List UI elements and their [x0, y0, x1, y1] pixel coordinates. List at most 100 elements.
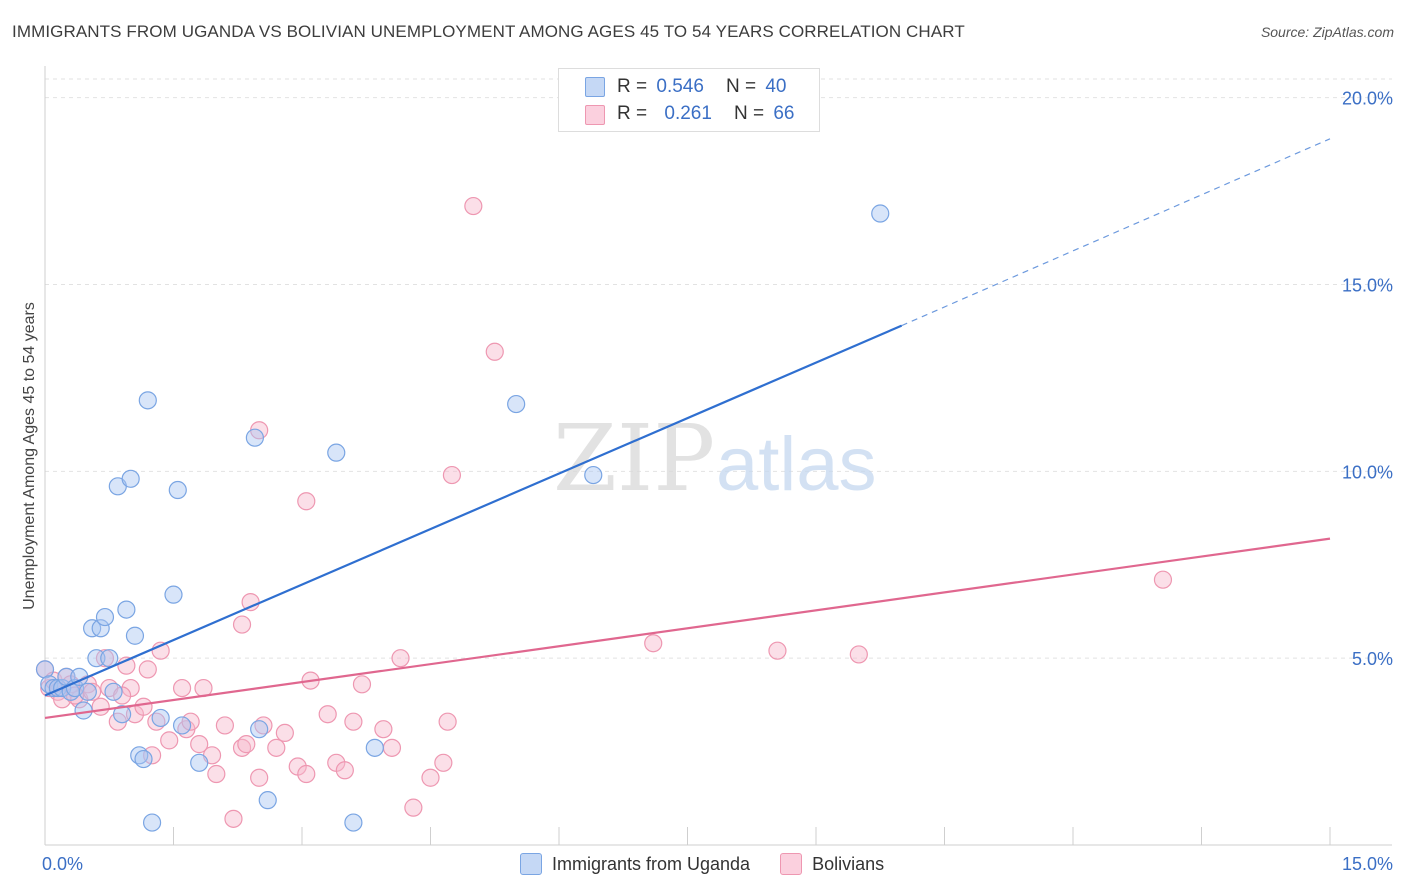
y-tick-label: 5.0%: [1352, 649, 1393, 669]
uganda-point: [871, 204, 890, 223]
bolivians-point: [190, 735, 209, 754]
legend-swatch-uganda: [585, 77, 605, 97]
uganda-point: [507, 394, 526, 414]
axes: [44, 66, 1392, 846]
bolivians-point: [91, 697, 110, 716]
bolivians-point: [250, 768, 269, 787]
bolivians-point: [237, 735, 256, 754]
bolivians-point: [172, 678, 192, 698]
uganda-point: [245, 428, 264, 447]
legend-bolivians-n: 66: [773, 103, 795, 124]
legend-r-label: R =: [617, 76, 648, 97]
bolivians-point: [297, 492, 316, 511]
uganda-point: [125, 626, 145, 645]
bolivians-point: [83, 682, 102, 701]
uganda-point: [121, 469, 140, 488]
trend-lines: [44, 138, 1331, 720]
stats-legend: R = 0.546 N = 40 R = 0.261 N = 66: [558, 68, 820, 132]
bolivians-point: [352, 675, 372, 694]
gridlines: [45, 78, 1392, 659]
bolivians-point: [215, 716, 234, 735]
bolivians-trend-line: [44, 537, 1331, 720]
legend-n-label: N =: [725, 76, 757, 97]
uganda-point: [35, 660, 55, 679]
uganda-point: [138, 391, 157, 410]
series-legend: Immigrants from Uganda Bolivians: [520, 852, 884, 876]
uganda-point: [142, 813, 162, 832]
legend-n-label: N =: [733, 103, 765, 124]
legend-uganda-n: 40: [765, 76, 787, 97]
bolivians-point: [297, 764, 316, 784]
bolivians-point: [442, 465, 462, 485]
x-tick-label: 0.0%: [42, 854, 83, 874]
bolivians-points: [35, 196, 1173, 828]
legend-uganda-r: 0.546: [656, 76, 704, 97]
bolivians-point: [434, 753, 453, 772]
uganda-point: [91, 619, 110, 638]
chart-title: IMMIGRANTS FROM UGANDA VS BOLIVIAN UNEMP…: [12, 22, 965, 41]
bolivians-point: [344, 712, 363, 731]
bolivians-point: [374, 720, 393, 739]
uganda-point: [584, 465, 603, 485]
bolivians-point: [644, 634, 663, 653]
bolivians-point: [464, 196, 483, 216]
bolivians-point: [335, 761, 354, 780]
bolivians-point: [1153, 570, 1173, 589]
x-tick-label: 15.0%: [1342, 854, 1393, 874]
uganda-point: [172, 716, 192, 735]
uganda-point: [327, 443, 346, 462]
uganda-point: [95, 607, 115, 627]
uganda-point: [112, 705, 132, 724]
uganda-point: [344, 813, 363, 832]
bolivians-point: [438, 712, 457, 731]
bolivians-point: [849, 645, 868, 664]
uganda-point: [365, 738, 384, 757]
uganda-point: [87, 649, 106, 668]
uganda-trend-line: [44, 324, 903, 697]
uganda-trend-extension: [901, 138, 1331, 327]
bolivians-point: [241, 593, 260, 612]
bolivians-point: [404, 798, 423, 817]
bolivians-point: [485, 342, 504, 361]
watermark-atlas: atlas: [716, 422, 877, 507]
legend-swatch-bolivians: [585, 105, 605, 125]
uganda-point: [78, 682, 97, 701]
uganda-point: [104, 682, 123, 701]
uganda-point: [250, 720, 269, 739]
y-tick-label: 20.0%: [1342, 89, 1393, 109]
bolivians-swatch: [780, 853, 803, 875]
bolivians-point: [768, 641, 787, 660]
bolivians-point: [382, 738, 402, 757]
uganda-point: [164, 585, 183, 604]
bolivians-point: [207, 764, 226, 784]
watermark-zip: ZIP: [553, 405, 715, 512]
y-tick-label: 15.0%: [1342, 276, 1393, 296]
legend-r-label: R =: [617, 103, 648, 124]
uganda-swatch: [520, 853, 542, 875]
tick-labels: 5.0% 10.0% 15.0% 20.0% 0.0% 15.0%: [42, 89, 1393, 874]
legend-row-bolivians: R = 0.261 N = 66: [617, 102, 794, 126]
y-tick-label: 10.0%: [1342, 462, 1393, 482]
bolivians-point: [138, 660, 157, 679]
uganda-legend-label: Immigrants from Uganda: [552, 853, 751, 874]
legend-bolivians-r: 0.261: [664, 103, 712, 124]
bolivians-point: [421, 768, 440, 787]
legend-row-uganda: R = 0.546 N = 40: [617, 75, 786, 99]
uganda-point: [151, 708, 170, 728]
bolivians-point: [267, 738, 286, 757]
bolivians-point: [134, 697, 153, 716]
bolivians-point: [232, 615, 252, 634]
source-label: Source: ZipAtlas.com: [1260, 24, 1394, 40]
bolivians-point: [391, 649, 410, 668]
bolivians-point: [318, 705, 337, 724]
bolivians-legend-label: Bolivians: [812, 853, 885, 874]
watermark: ZIP atlas: [553, 405, 877, 512]
uganda-point: [190, 753, 209, 772]
bolivians-point: [275, 723, 294, 743]
uganda-point: [258, 791, 277, 810]
bolivians-point: [160, 731, 179, 750]
uganda-point: [134, 749, 153, 769]
uganda-point: [168, 480, 187, 500]
uganda-point: [117, 600, 136, 619]
